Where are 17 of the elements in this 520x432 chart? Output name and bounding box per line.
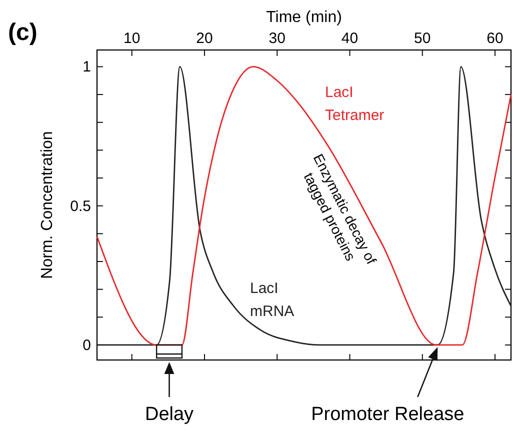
series-label: LacI mRNA [250, 280, 294, 320]
text: (c) [8, 19, 38, 46]
y-tick-label: 1 [82, 58, 91, 76]
x-tick-label: 30 [268, 30, 286, 47]
x-tick-label: 50 [414, 30, 431, 47]
series-label: LacI Tetramer [325, 84, 384, 124]
y-tick-label: 0 [82, 336, 91, 354]
line-series [96, 66, 512, 346]
y-tick-label: 0.5 [70, 198, 91, 215]
x-axis-title: Time (min) [266, 9, 342, 26]
y-axis-title: Norm. Concentration [39, 131, 56, 279]
x-tick-label: 60 [486, 30, 504, 47]
x-tick-label: 20 [196, 30, 213, 47]
text: Delay [144, 404, 194, 425]
text: Promoter Release [311, 404, 464, 425]
x-tick-label: 40 [341, 30, 358, 47]
x-tick-label: 10 [124, 30, 140, 47]
